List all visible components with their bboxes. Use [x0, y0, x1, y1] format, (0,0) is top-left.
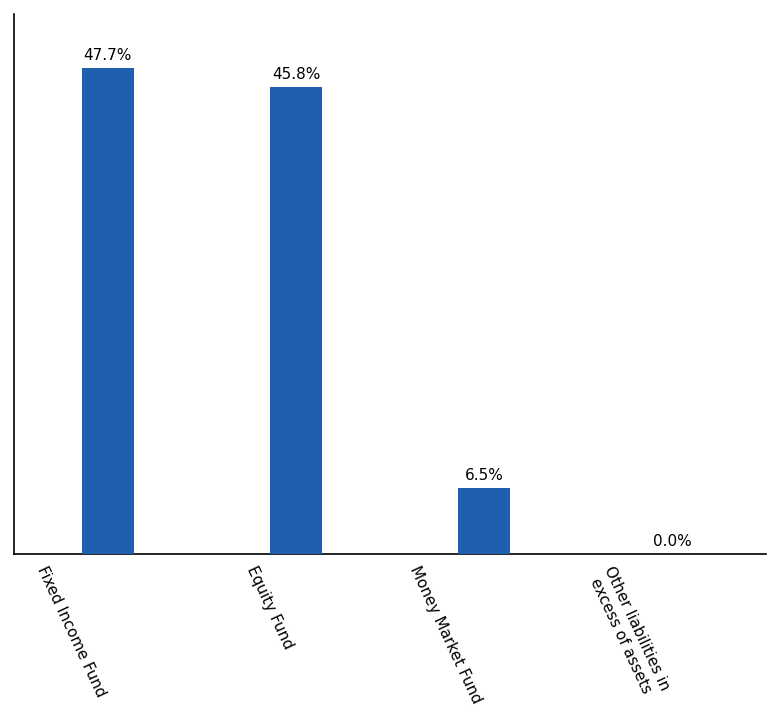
Text: 45.8%: 45.8% [271, 67, 320, 82]
Text: 6.5%: 6.5% [465, 468, 503, 482]
Text: 47.7%: 47.7% [83, 48, 132, 63]
Bar [270, 87, 322, 554]
Text: 0.0%: 0.0% [653, 534, 691, 549]
Bar [82, 68, 134, 554]
Bar [458, 488, 510, 554]
